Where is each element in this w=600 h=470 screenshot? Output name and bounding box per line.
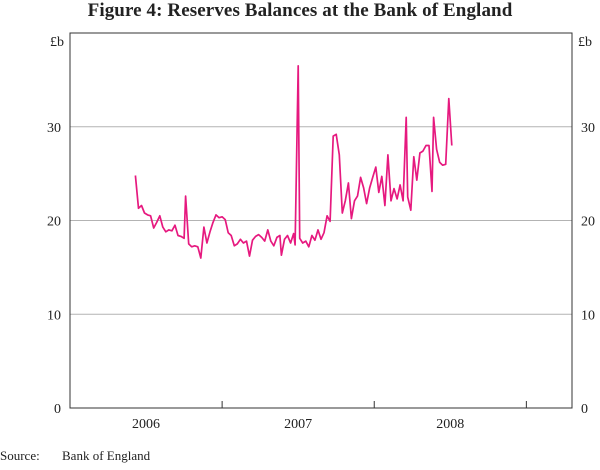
series-layer <box>134 64 453 259</box>
line-chart: 0 0 10 10 20 20 30 30 £b £b 2006 2007 2008 <box>47 32 595 432</box>
source-label: Source: <box>0 448 40 463</box>
axis-labels: 0 0 10 10 20 20 30 30 £b £b 2006 2007 2008 <box>47 35 595 432</box>
y-tick-label-right-10: 10 <box>581 308 595 323</box>
y-unit-label-left: £b <box>50 35 64 50</box>
series-line-0 <box>134 64 453 259</box>
gridlines <box>70 126 572 315</box>
x-tick-label-2006: 2006 <box>132 417 160 432</box>
x-tick-label-2008: 2008 <box>436 417 464 432</box>
y-tick-label-right-30: 30 <box>581 121 595 136</box>
y-unit-label-right: £b <box>578 35 592 50</box>
axes <box>69 32 573 409</box>
y-tick-label-left-0: 0 <box>54 402 61 417</box>
chart-title: Figure 4: Reserves Balances at the Bank … <box>87 0 513 21</box>
source-text: Bank of England <box>62 448 151 463</box>
y-tick-label-right-0: 0 <box>581 402 588 417</box>
plot-frame <box>69 32 573 409</box>
y-tick-label-left-30: 30 <box>47 121 61 136</box>
y-tick-label-left-10: 10 <box>47 308 61 323</box>
source-note: Source: Bank of England <box>0 448 150 464</box>
y-tick-label-right-20: 20 <box>581 215 595 230</box>
x-tick-label-2007: 2007 <box>284 417 312 432</box>
y-tick-label-left-20: 20 <box>47 215 61 230</box>
